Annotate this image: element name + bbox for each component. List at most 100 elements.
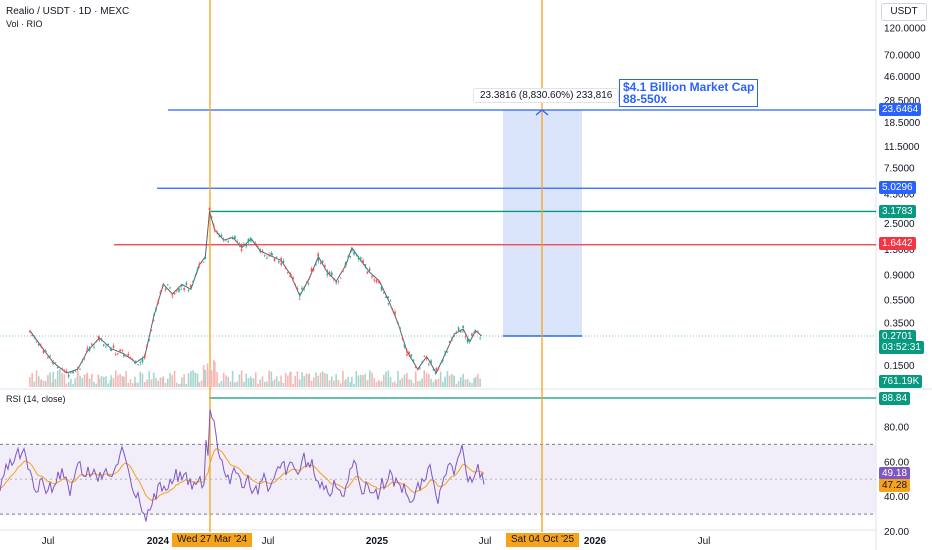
candle-body [144, 356, 146, 358]
candle-body [351, 249, 353, 252]
volume-bar [105, 376, 107, 387]
candle-body [79, 368, 81, 370]
candle-body [254, 243, 257, 245]
rsi-tick-label: 40.00 [884, 492, 909, 503]
candle-body [247, 238, 250, 242]
candle-body [74, 369, 77, 372]
candle-body [123, 354, 125, 357]
candle-body [70, 372, 72, 374]
volume-bar [175, 382, 178, 387]
volume-bar [355, 371, 358, 387]
candle-body [290, 274, 292, 276]
volume-bar [223, 381, 225, 387]
volume-bar [123, 376, 125, 387]
candle-body [387, 303, 390, 305]
volume-bar [479, 378, 481, 387]
price-tick-label: 0.1500 [884, 361, 915, 372]
candle-body [175, 290, 178, 292]
volume-bar [373, 378, 376, 387]
candle-body [362, 260, 364, 264]
volume-bar [173, 370, 176, 387]
candle-body [83, 357, 86, 359]
volume-bar [37, 376, 40, 387]
volume-bar [88, 378, 91, 387]
volume-bar [403, 374, 406, 387]
volume-bar [97, 374, 100, 387]
candle-body [423, 356, 426, 357]
volume-bar [342, 370, 344, 387]
candle-body [408, 351, 410, 355]
candle-body [169, 287, 171, 289]
candle-body [378, 281, 381, 284]
rsi-line [0, 409, 485, 522]
price-tick-label: 18.5000 [884, 118, 921, 129]
volume-bar [385, 371, 387, 387]
volume-bar [202, 365, 205, 387]
candle-body [442, 359, 444, 361]
volume-bar [110, 375, 113, 387]
volume-bar [47, 374, 49, 387]
volume-bar [303, 375, 306, 387]
volume-bar [290, 371, 292, 387]
candle-body [257, 246, 259, 248]
candle-body [310, 268, 313, 272]
candle-body [206, 235, 209, 237]
volume-bar [135, 382, 137, 387]
candle-body [56, 366, 59, 369]
volume-tag: 761.19K [879, 375, 923, 388]
candle-body [238, 243, 241, 246]
candle-body [366, 271, 369, 274]
volume-bar [157, 380, 160, 387]
candle-body [240, 249, 243, 251]
candle-body [319, 262, 322, 264]
price-tick-label: 120.0000 [884, 23, 926, 34]
candle-body [419, 367, 421, 369]
volume-bar [220, 381, 223, 387]
volume-bar [268, 370, 270, 387]
volume-bar [72, 383, 74, 387]
volume-bar [86, 372, 89, 387]
candle-body [410, 354, 413, 357]
volume-bar [466, 378, 469, 387]
volume-bar [448, 375, 451, 387]
candle-body [164, 288, 167, 290]
candle-body [479, 337, 481, 339]
candle-body [77, 367, 79, 369]
volume-bar [121, 376, 124, 387]
volume-bar [294, 375, 297, 387]
candle-body [435, 368, 438, 370]
candle-body [234, 235, 236, 239]
candle-body [210, 216, 213, 218]
candle-body [31, 334, 33, 336]
volume-bar [360, 375, 362, 387]
volume-bar [419, 380, 421, 387]
candle-body [371, 275, 373, 278]
candle-body [474, 331, 477, 333]
volume-bar [406, 372, 408, 387]
candle-body [227, 241, 230, 243]
candle-body [326, 270, 329, 273]
candle-body [292, 277, 294, 280]
candle-body [328, 271, 331, 275]
volume-bar [134, 376, 136, 387]
volume-bar [378, 381, 381, 387]
volume-bar [114, 370, 117, 387]
volume-bar [414, 371, 417, 387]
volume-bar [333, 380, 335, 387]
candle-body [166, 284, 169, 286]
candle-body [204, 256, 207, 260]
candle-body [321, 260, 324, 263]
volume-bar [299, 381, 301, 387]
currency-button[interactable]: USDT [881, 3, 927, 21]
candle-body [157, 300, 160, 304]
volume-bar [216, 371, 218, 387]
candle-body [40, 345, 42, 347]
volume-bar [100, 376, 103, 387]
candle-body [375, 280, 378, 283]
volume-bar [473, 378, 475, 387]
candle-body [405, 349, 408, 352]
volume-bar [273, 379, 276, 387]
candle-body [85, 351, 88, 352]
